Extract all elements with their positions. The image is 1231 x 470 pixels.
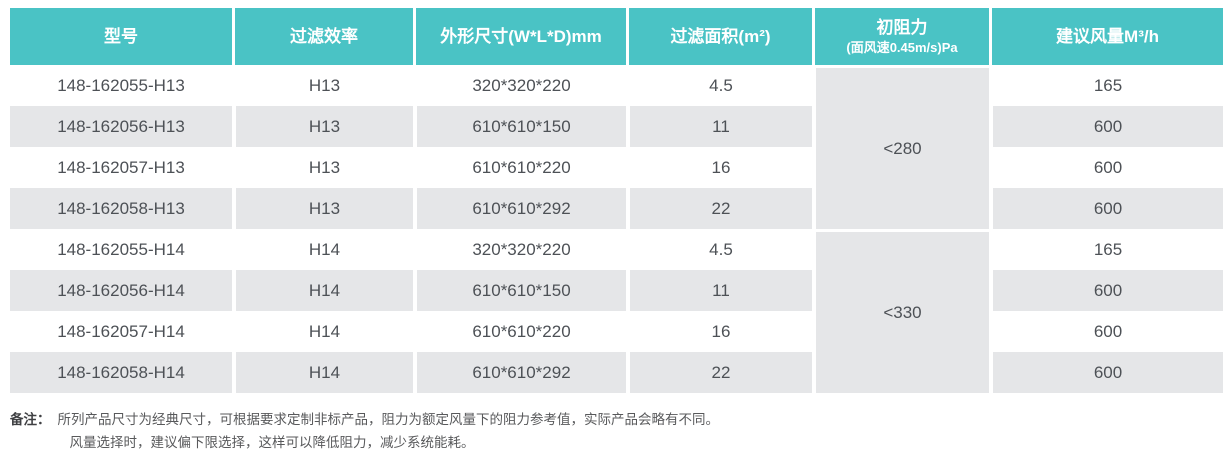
footnote-text: 所列产品尺寸为经典尺寸，可根据要求定制非标产品，阻力为额定风量下的阻力参考值，实… — [58, 408, 720, 454]
footnotes: 备注： 所列产品尺寸为经典尺寸，可根据要求定制非标产品，阻力为额定风量下的阻力参… — [10, 408, 1223, 454]
col-header-resistance-subtitle: (面风速0.45m/s)Pa — [846, 39, 958, 55]
cell-model: 148-162055-H14 — [10, 229, 232, 270]
cell-area: 22 — [626, 188, 812, 229]
col-header-model: 型号 — [10, 8, 232, 65]
cell-area: 22 — [626, 352, 812, 393]
col-header-dimensions: 外形尺寸(W*L*D)mm — [413, 8, 626, 65]
cell-efficiency: H14 — [232, 352, 413, 393]
col-header-area: 过滤面积(m²) — [626, 8, 812, 65]
cell-efficiency: H13 — [232, 106, 413, 147]
cell-area: 11 — [626, 106, 812, 147]
cell-model: 148-162057-H13 — [10, 147, 232, 188]
cell-airflow: 600 — [989, 147, 1223, 188]
footnote-label: 备注： — [10, 412, 51, 427]
cell-dimensions: 320*320*220 — [413, 229, 626, 270]
cell-airflow: 600 — [989, 270, 1223, 311]
cell-model: 148-162058-H14 — [10, 352, 232, 393]
table-row: 148-162057-H13 H13 610*610*220 16 600 — [10, 147, 1223, 188]
cell-model: 148-162056-H13 — [10, 106, 232, 147]
table-row: 148-162058-H13 H13 610*610*292 22 600 — [10, 188, 1223, 229]
cell-dimensions: 610*610*292 — [413, 352, 626, 393]
table-row: 148-162058-H14 H14 610*610*292 22 600 — [10, 352, 1223, 393]
cell-airflow: 600 — [989, 311, 1223, 352]
cell-area: 16 — [626, 311, 812, 352]
cell-airflow: 600 — [989, 352, 1223, 393]
cell-airflow: 165 — [989, 65, 1223, 106]
cell-dimensions: 610*610*150 — [413, 106, 626, 147]
cell-area: 11 — [626, 270, 812, 311]
table-row: 148-162056-H14 H14 610*610*150 11 600 — [10, 270, 1223, 311]
table-row: 148-162055-H13 H13 320*320*220 4.5 <280 … — [10, 65, 1223, 229]
cell-area: 16 — [626, 147, 812, 188]
cell-model: 148-162058-H13 — [10, 188, 232, 229]
col-header-efficiency: 过滤效率 — [232, 8, 413, 65]
table-row: 148-162057-H14 H14 610*610*220 16 600 — [10, 311, 1223, 352]
col-header-resistance-title: 初阻力 — [876, 18, 928, 38]
cell-model: 148-162056-H14 — [10, 270, 232, 311]
col-header-resistance: 初阻力 (面风速0.45m/s)Pa — [812, 8, 989, 65]
cell-initial-resistance: <280 — [812, 65, 989, 229]
cell-efficiency: H13 — [232, 188, 413, 229]
cell-initial-resistance: <330 — [812, 229, 989, 393]
cell-model: 148-162055-H13 — [10, 65, 232, 106]
table-row: 148-162055-H14 H14 320*320*220 4.5 <330 … — [10, 229, 1223, 393]
cell-efficiency: H14 — [232, 311, 413, 352]
cell-model: 148-162057-H14 — [10, 311, 232, 352]
cell-airflow: 600 — [989, 106, 1223, 147]
footnote-line-1: 所列产品尺寸为经典尺寸，可根据要求定制非标产品，阻力为额定风量下的阻力参考值，实… — [57, 412, 720, 427]
cell-area: 4.5 — [626, 65, 812, 106]
header-row: 型号 过滤效率 外形尺寸(W*L*D)mm 过滤面积(m²) 初阻力 (面风速0… — [10, 8, 1223, 65]
cell-efficiency: H14 — [232, 270, 413, 311]
cell-dimensions: 610*610*220 — [413, 147, 626, 188]
table-row: 148-162056-H13 H13 610*610*150 11 600 — [10, 106, 1223, 147]
cell-dimensions: 610*610*292 — [413, 188, 626, 229]
filter-spec-table: 型号 过滤效率 外形尺寸(W*L*D)mm 过滤面积(m²) 初阻力 (面风速0… — [10, 8, 1223, 393]
cell-airflow: 165 — [989, 229, 1223, 270]
cell-dimensions: 610*610*150 — [413, 270, 626, 311]
cell-dimensions: 610*610*220 — [413, 311, 626, 352]
cell-airflow: 600 — [989, 188, 1223, 229]
footnote-line-2: 风量选择时，建议偏下限选择，这样可以降低阻力，减少系统能耗。 — [69, 435, 475, 450]
col-header-airflow: 建议风量M³/h — [989, 8, 1223, 65]
cell-efficiency: H13 — [232, 147, 413, 188]
cell-area: 4.5 — [626, 229, 812, 270]
cell-dimensions: 320*320*220 — [413, 65, 626, 106]
cell-efficiency: H14 — [232, 229, 413, 270]
cell-efficiency: H13 — [232, 65, 413, 106]
